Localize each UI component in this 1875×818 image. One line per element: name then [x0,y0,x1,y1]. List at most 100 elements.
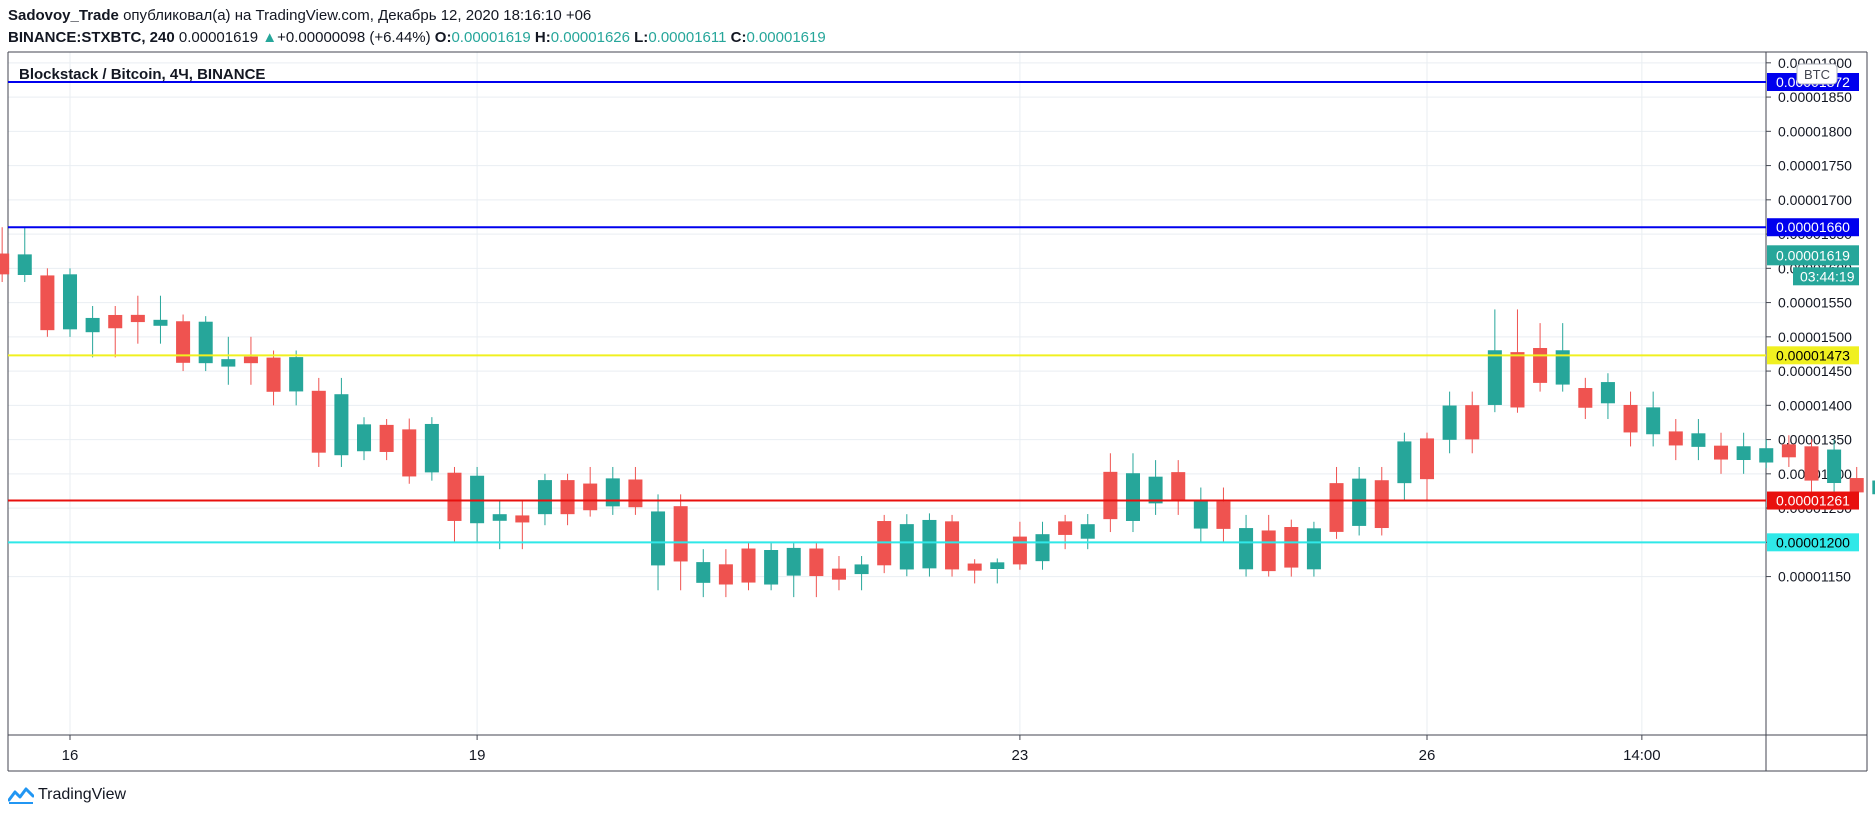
candle-body [1284,527,1299,568]
candle-body [764,549,779,585]
candle-body [1374,480,1389,529]
close-value: 0.00001619 [746,29,826,46]
level-price-tag [1767,218,1859,237]
x-tick-label: 23 [1012,747,1029,764]
last-price-tag [1767,245,1859,266]
countdown-label: 03:44:19 [1800,268,1855,284]
candle-body [1510,352,1525,408]
ohlc-line: BINANCE:STXBTC, 240 0.00001619 ▲+0.00000… [8,28,826,48]
candle-body [967,563,982,571]
candle-body [605,478,620,507]
candle-body [0,253,10,275]
y-tick-label: 0.00001800 [1778,123,1852,139]
candle-body [62,274,78,330]
candle-body [1239,528,1254,570]
candle-body [1736,446,1751,461]
candle-body [1193,501,1208,529]
last-price-label: 0.00001619 [1776,247,1850,263]
candle-body [1781,444,1796,458]
candle-body [402,429,417,477]
candle-body [1058,521,1073,535]
candle-body [945,521,960,570]
candle-body [334,394,349,456]
candle-body [1714,445,1729,460]
candle-body [266,357,281,392]
y-tick-label: 0.00001550 [1778,295,1852,311]
countdown-tag [1793,267,1859,286]
publish-line: Sadovoy_Trade опубликовал(а) на TradingV… [8,6,591,26]
last-price: 0.00001619 [178,29,259,46]
candle-body [470,475,485,524]
candle-body [628,479,643,508]
candle-body [1080,524,1095,539]
candle-body [130,314,145,323]
x-tick-label: 14:00 [1623,747,1661,764]
x-tick-label: 26 [1419,747,1436,764]
candle-body [424,423,439,473]
tradingview-logo-icon [8,787,34,804]
candle-body [289,357,304,392]
level-price-tag [1767,346,1859,365]
candle-body [1804,446,1819,481]
chart-legend: Blockstack / Bitcoin, 4Ч, BINANCE [19,66,266,83]
level-price-label: 0.00001660 [1776,219,1850,235]
y-tick-label: 0.00001700 [1778,192,1852,208]
candle-body [831,568,846,580]
candle-body [1125,473,1140,521]
y-tick-label: 0.00001150 [1778,569,1851,585]
y-tick-label: 0.00001750 [1778,158,1852,174]
low-label: L: [634,29,649,46]
candle-body [1306,528,1321,570]
candle-body [1397,441,1412,484]
candle-body [447,472,462,521]
candle-body [17,254,32,275]
candle-body [786,547,801,576]
price-chart[interactable]: 0.000019000.000018500.000018000.00001750… [0,0,1875,780]
price-change: +0.00000098 (+6.44%) [277,29,431,46]
candle-body [673,506,688,562]
candle-body [718,564,733,585]
y-tick-label: 0.00001500 [1778,329,1852,345]
level-price-label: 0.00001473 [1776,347,1850,363]
y-tick-label: 0.00001850 [1778,89,1852,105]
tradingview-brand: TradingView [38,786,127,803]
candle-body [1103,471,1118,520]
low-value: 0.00001611 [648,29,727,46]
candle-body [198,321,213,364]
candle-body [1352,478,1367,526]
candle-body [1465,405,1480,440]
candle-body [583,483,598,511]
candle-body [1171,472,1186,500]
level-price-tag [1767,533,1859,552]
candle-body [1691,433,1706,447]
tradingview-footer[interactable]: TradingView [8,784,126,806]
candle-body [1872,480,1875,495]
level-price-tag [1767,491,1859,510]
candle-body [221,359,236,367]
candle-body [741,548,756,583]
candle-body [1849,478,1864,493]
candle-body [311,390,326,453]
candle-body [515,515,530,523]
candle-body [1442,405,1457,440]
y-tick-label: 0.00001450 [1778,363,1852,379]
candle-body [243,356,258,364]
candle-body [85,317,100,333]
high-label: H: [534,29,551,46]
candle-body [1216,501,1231,529]
candle-body [1827,449,1842,484]
candle-body [1261,530,1276,572]
x-tick-label: 16 [62,747,79,764]
high-value: 0.00001626 [550,29,630,46]
author-name[interactable]: Sadovoy_Trade [8,7,119,24]
level-price-label: 0.00001200 [1776,534,1850,550]
close-label: C: [730,29,747,46]
candle-body [990,562,1005,569]
candle-body [537,480,552,515]
candle-body [40,275,55,331]
candle-body [809,548,824,577]
candle-body [1600,382,1615,404]
candle-body [153,319,168,326]
candle-body [492,514,507,521]
candle-body [1487,350,1502,405]
